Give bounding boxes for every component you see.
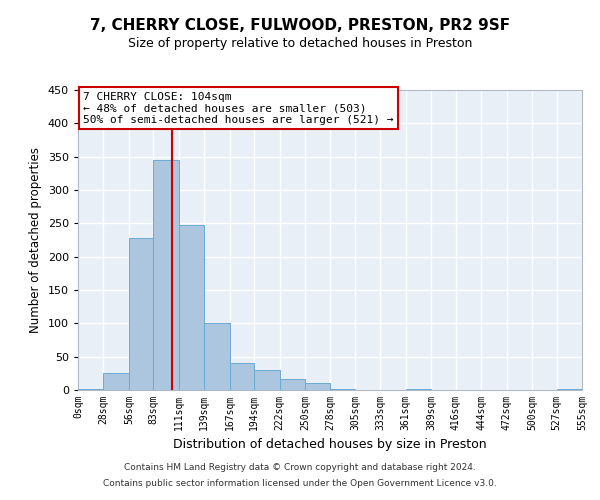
Bar (305, 384, 331, 390)
Bar (230, 364, 254, 390)
Text: 7, CHERRY CLOSE, FULWOOD, PRESTON, PR2 9SF: 7, CHERRY CLOSE, FULWOOD, PRESTON, PR2 9… (90, 18, 510, 32)
Bar (154, 160, 179, 390)
Bar (254, 370, 280, 390)
Y-axis label: Number of detached properties: Number of detached properties (29, 147, 42, 333)
Text: Size of property relative to detached houses in Preston: Size of property relative to detached ho… (128, 38, 472, 51)
Bar (103, 374, 129, 390)
Bar (280, 380, 305, 390)
Bar (129, 238, 154, 390)
Text: Contains public sector information licensed under the Open Government Licence v3: Contains public sector information licen… (103, 478, 497, 488)
Bar (179, 226, 204, 390)
Bar (331, 388, 355, 390)
X-axis label: Distribution of detached houses by size in Preston: Distribution of detached houses by size … (173, 438, 487, 452)
Bar (204, 322, 230, 390)
Bar (78, 388, 103, 390)
Text: Contains HM Land Registry data © Crown copyright and database right 2024.: Contains HM Land Registry data © Crown c… (124, 464, 476, 472)
Text: 7 CHERRY CLOSE: 104sqm
← 48% of detached houses are smaller (503)
50% of semi-de: 7 CHERRY CLOSE: 104sqm ← 48% of detached… (83, 92, 394, 124)
